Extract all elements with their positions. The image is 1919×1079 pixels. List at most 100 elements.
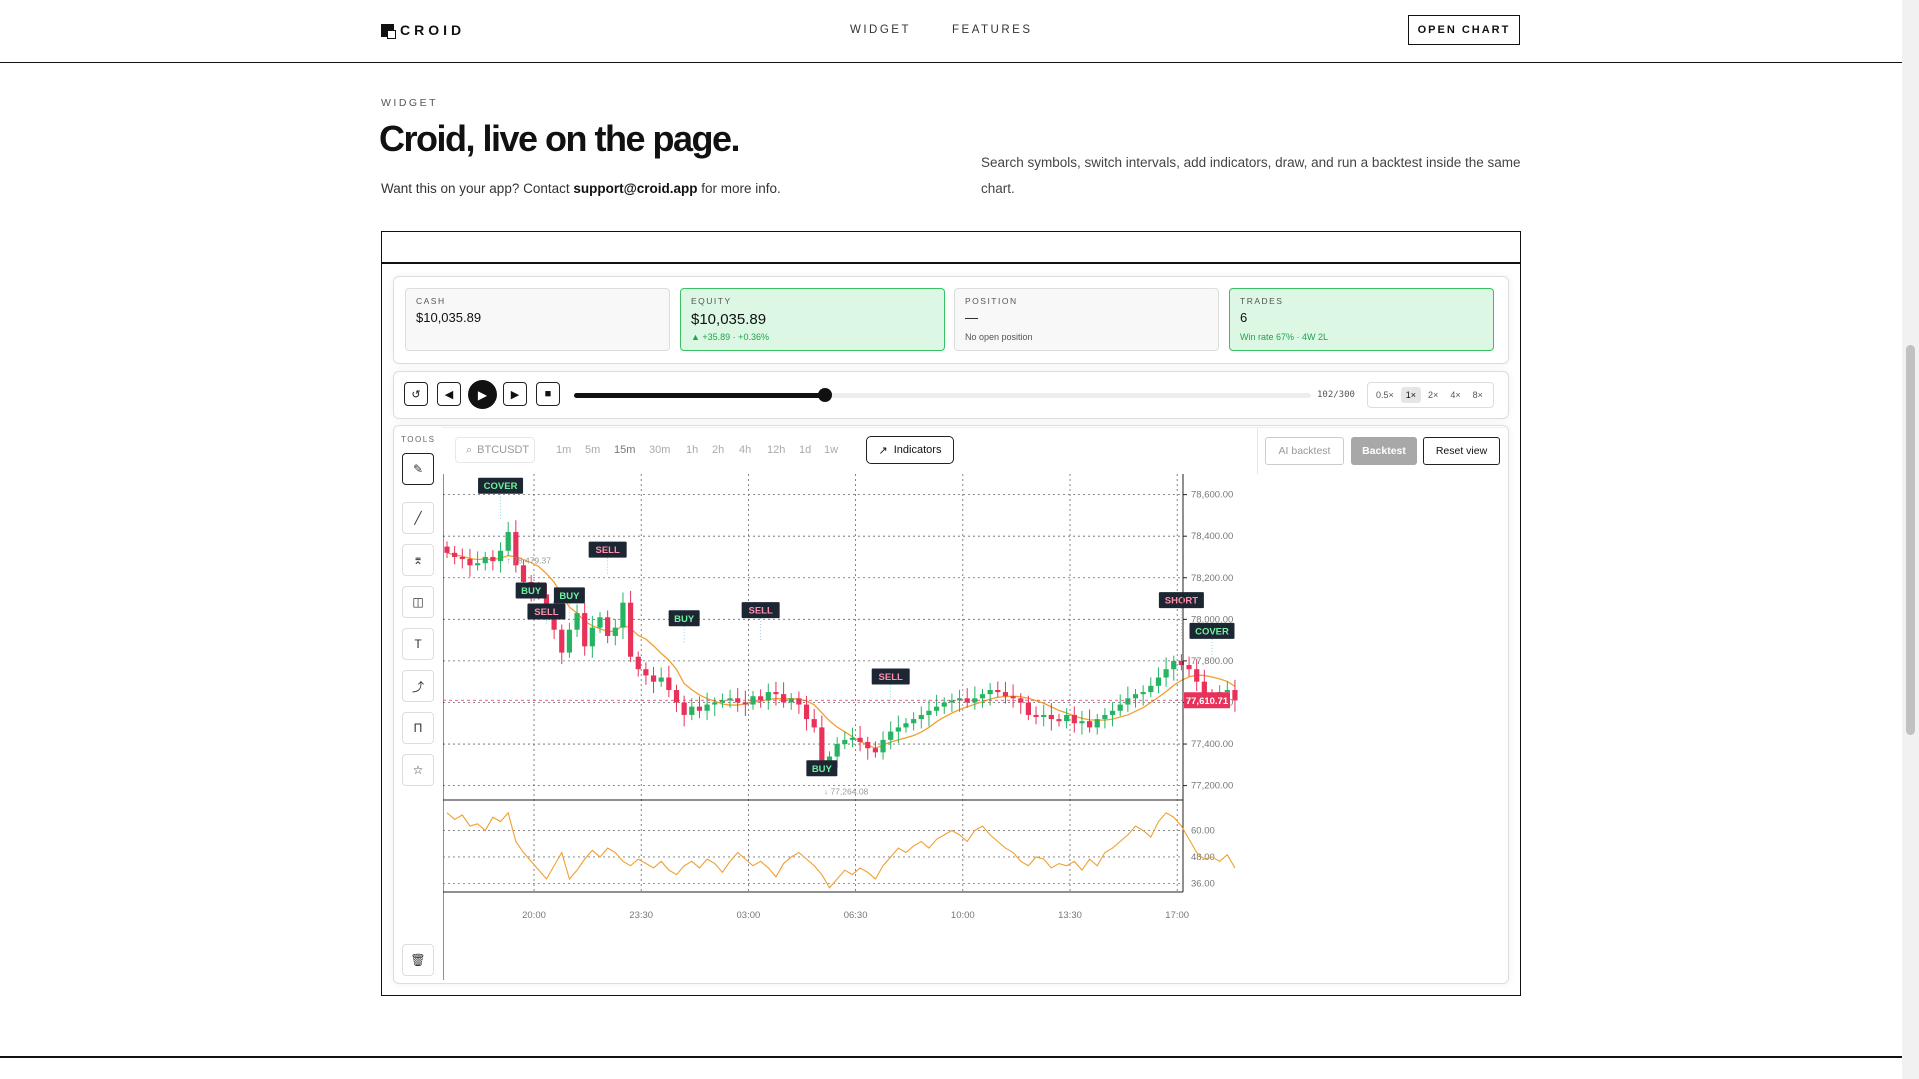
candle-body <box>505 532 511 551</box>
candle-body <box>1117 704 1123 711</box>
shapes-tool[interactable]: ◫ <box>402 586 434 618</box>
step-forward-button[interactable]: ▶ <box>503 382 527 406</box>
candle-body <box>459 556 465 560</box>
play-button[interactable]: ▶ <box>468 380 497 409</box>
high-price-label: ↑ 78,479.37 <box>507 556 552 566</box>
candle-body <box>673 690 680 703</box>
step-back-button[interactable]: ◀ <box>437 382 461 406</box>
indicators-label: Indicators <box>893 444 942 456</box>
candle-body <box>1094 719 1100 728</box>
open-chart-button[interactable]: OPEN CHART <box>1408 15 1520 45</box>
interval-1w[interactable]: 1w <box>824 444 839 456</box>
candle-body <box>1132 694 1139 699</box>
step-back-icon: ◀ <box>444 388 454 401</box>
indicators-button[interactable]: ↗ Indicators <box>866 436 954 464</box>
candle-body <box>911 719 917 724</box>
candle-body <box>895 727 901 732</box>
interval-15m[interactable]: 15m <box>614 444 636 456</box>
playback-position: 102/300 <box>1317 390 1355 400</box>
text-tool[interactable]: T <box>402 628 434 660</box>
fib-tool[interactable]: Π <box>402 712 434 744</box>
candles <box>444 520 1238 775</box>
equity-label: EQUITY <box>691 296 732 306</box>
candle-body <box>689 706 695 715</box>
page-scrollbar-thumb[interactable] <box>1906 345 1915 735</box>
search-icon: ⌕ <box>466 443 473 456</box>
price-chart[interactable]: COVERBUYSELLBUYSELLBUYSELLBUYSELLSHORTCO… <box>443 474 1506 980</box>
candle-body <box>1178 660 1184 666</box>
trade-marker <box>553 587 585 604</box>
trade-marker <box>1189 622 1235 639</box>
candle-body <box>1102 714 1108 720</box>
tools-label: TOOLS <box>401 435 436 444</box>
symbol-search[interactable]: ⌕ BTCUSDT <box>455 437 535 463</box>
candle-body <box>1140 692 1146 695</box>
candle-body <box>612 627 618 636</box>
trade-marker <box>515 582 547 599</box>
x-tick-label: 06:30 <box>844 910 868 921</box>
candle-body <box>1155 677 1162 686</box>
trade-marker-label: SELL <box>879 672 903 683</box>
y-tick-label: 78,400.00 <box>1191 531 1233 542</box>
pencil-tool[interactable]: ✎ <box>402 453 434 485</box>
backtest-button[interactable]: Backtest <box>1351 437 1417 465</box>
replay-button[interactable]: ↺ <box>404 382 428 406</box>
text-icon: T <box>414 637 422 651</box>
candle-body <box>597 617 603 628</box>
candle-body <box>635 656 641 670</box>
interval-1m[interactable]: 1m <box>556 444 572 456</box>
channel-tool[interactable]: ⌆ <box>402 544 434 576</box>
candle-body <box>949 700 955 703</box>
interval-1d[interactable]: 1d <box>799 444 812 456</box>
speed-2x[interactable]: 2× <box>1428 390 1439 400</box>
playback-track[interactable] <box>574 393 1311 398</box>
interval-5m[interactable]: 5m <box>585 444 601 456</box>
cash-label: CASH <box>416 296 446 306</box>
speed-4x[interactable]: 4× <box>1450 390 1461 400</box>
pencil-icon: ✎ <box>412 462 424 476</box>
interval-4h[interactable]: 4h <box>739 444 752 456</box>
favorite-tool[interactable]: ☆ <box>402 754 434 786</box>
candle-body <box>620 602 626 628</box>
candle-body <box>719 700 725 703</box>
line-icon: ╱ <box>414 511 422 525</box>
brand-logo[interactable]: CROID <box>381 22 465 39</box>
delete-drawings-tool[interactable]: 🗑 <box>402 944 434 976</box>
trade-marker-label: SELL <box>534 607 558 618</box>
line-tool[interactable]: ╱ <box>402 502 434 534</box>
candle-body <box>750 696 756 705</box>
chart-grid <box>443 474 1183 892</box>
nav-link-features[interactable]: FEATURES <box>952 24 1033 36</box>
stop-button[interactable]: ■ <box>536 382 560 406</box>
candle-body <box>513 532 519 566</box>
speed-8x[interactable]: 8× <box>1472 390 1483 400</box>
speed-1x[interactable]: 1× <box>1400 387 1422 403</box>
trade-marker-label: SHORT <box>1165 596 1198 607</box>
candle-body <box>987 690 993 695</box>
interval-1h[interactable]: 1h <box>686 444 699 456</box>
candle-body <box>566 629 572 653</box>
candle-body <box>605 617 611 636</box>
candle-body <box>475 563 481 566</box>
position-label: POSITION <box>965 296 1018 306</box>
interval-12h[interactable]: 12h <box>767 444 786 456</box>
ai-backtest-button[interactable]: AI backtest <box>1265 437 1344 465</box>
chart-axes: 78,600.00 78,400.00 78,200.00 78,000.00 77,8… <box>443 474 1233 980</box>
candle-body <box>444 546 450 553</box>
reset-view-button[interactable]: Reset view <box>1423 437 1500 465</box>
candle-body <box>796 698 802 705</box>
candle-body <box>880 739 886 753</box>
interval-2h[interactable]: 2h <box>712 444 725 456</box>
nav-link-widget[interactable]: WIDGET <box>850 24 911 36</box>
moving-average <box>446 552 1236 749</box>
contact-email-link[interactable]: support@croid.app <box>573 181 698 196</box>
candle-body <box>773 692 779 695</box>
path-tool[interactable]: ⤴ <box>402 670 434 702</box>
candle-body <box>781 694 787 703</box>
playback-thumb[interactable] <box>817 388 832 402</box>
last-price-label: 77,610.71 <box>1186 696 1229 707</box>
trade-marker <box>1158 592 1204 609</box>
interval-30m[interactable]: 30m <box>649 444 671 456</box>
speed-0-5x[interactable]: 0.5× <box>1376 390 1394 400</box>
trade-marker <box>806 760 838 777</box>
